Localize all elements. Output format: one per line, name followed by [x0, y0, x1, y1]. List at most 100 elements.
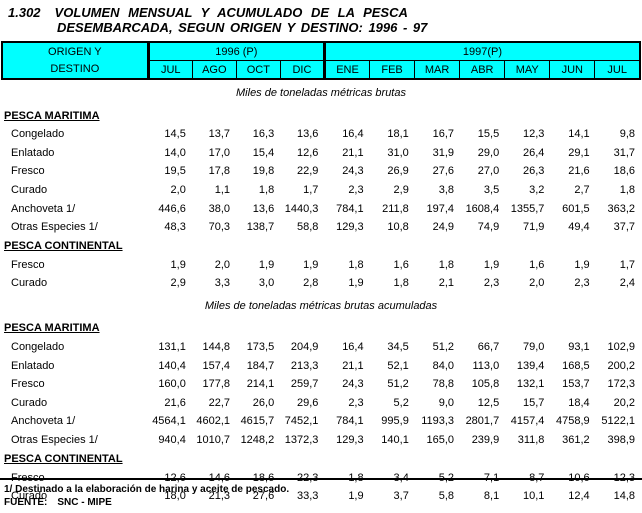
- value-cell: 2,0: [170, 184, 186, 197]
- value-cell: 3,4: [393, 471, 409, 484]
- value-cell: 84,0: [432, 359, 455, 372]
- row-label: Fresco: [11, 471, 45, 484]
- value-cell: 31,0: [387, 146, 409, 159]
- value-cell: 51,2: [387, 378, 409, 391]
- value-cell: 5,2: [393, 396, 409, 409]
- value-cell: 259,7: [290, 378, 319, 391]
- value-cell: 16,3: [252, 128, 275, 141]
- value-cell: 2,3: [574, 277, 590, 290]
- value-cell: 21,6: [568, 165, 590, 178]
- value-cell: 16,4: [342, 341, 364, 354]
- value-cell: 14,5: [164, 128, 186, 141]
- source-line: FUENTE: SNC - MIPE: [4, 496, 642, 509]
- value-cell: 71,9: [523, 221, 545, 234]
- value-cell: 113,0: [472, 359, 500, 372]
- value-cell: 144,8: [202, 341, 231, 354]
- value-cell: 74,9: [477, 221, 500, 234]
- value-cell: 102,9: [607, 341, 635, 354]
- row-label: Anchoveta 1/: [11, 202, 76, 215]
- value-cell: 172,3: [607, 378, 635, 391]
- month-header-mar-1997: MAR: [414, 60, 461, 80]
- table-row: Enlatado 14,0 17,0 15,4 12,6 21,1 31,0 31,9 29,0…: [1, 144, 641, 163]
- value-cell: 1248,2: [240, 434, 275, 447]
- value-cell: 19,8: [252, 165, 275, 178]
- value-cell: 24,3: [342, 165, 364, 178]
- value-cell: 5,8: [438, 490, 455, 503]
- value-cell: 22,3: [296, 471, 319, 484]
- value-cell: 79,0: [523, 341, 545, 354]
- value-cell: 2,9: [170, 277, 186, 290]
- value-cell: 1,7: [619, 258, 635, 271]
- value-cell: 26,9: [387, 165, 409, 178]
- value-cell: 38,0: [208, 202, 231, 215]
- value-cell: 17,8: [208, 165, 231, 178]
- value-cell: 153,7: [562, 378, 590, 391]
- month-header-jul-1996: JUL: [147, 60, 193, 80]
- value-cell: 7,1: [483, 471, 500, 484]
- value-cell: 52,1: [387, 359, 409, 372]
- value-cell: 93,1: [568, 341, 590, 354]
- value-cell: 1,6: [529, 258, 545, 271]
- value-cell: 51,2: [432, 341, 455, 354]
- value-cell: 4615,7: [240, 415, 275, 428]
- value-cell: 1,8: [348, 471, 364, 484]
- table-body: Miles de toneladas métricas brutas PESCA …: [1, 80, 641, 506]
- value-cell: 15,4: [252, 146, 275, 159]
- value-cell: 132,1: [516, 378, 545, 391]
- value-cell: 1010,7: [196, 434, 231, 447]
- value-cell: 3,0: [258, 277, 275, 290]
- value-cell: 21,3: [208, 490, 231, 503]
- value-cell: 16,4: [342, 128, 364, 141]
- section-caption-row: Miles de toneladas métricas brutas acumu…: [1, 293, 641, 319]
- value-cell: 13,6: [252, 202, 275, 215]
- group-heading: PESCA MARITIMA: [4, 322, 100, 335]
- value-cell: 1,9: [170, 258, 186, 271]
- value-cell: 3,5: [483, 184, 500, 197]
- value-cell: 49,4: [568, 221, 590, 234]
- table-row: Enlatado 140,4 157,4 184,7 213,3 21,1 52,1 84,0…: [1, 356, 641, 375]
- row-label: Curado: [11, 490, 48, 503]
- value-cell: 15,5: [477, 128, 500, 141]
- table-row: Fresco 160,0 177,8 214,1 259,7 24,3 51,2 78,8 10…: [1, 375, 641, 394]
- value-cell: 18,6: [613, 165, 635, 178]
- value-cell: 7452,1: [284, 415, 319, 428]
- row-label: Otras Especies 1/: [11, 434, 98, 447]
- value-cell: 4564,1: [152, 415, 186, 428]
- value-cell: 140,4: [158, 359, 186, 372]
- value-cell: 184,7: [246, 359, 275, 372]
- value-cell: 27,0: [477, 165, 500, 178]
- value-cell: 784,1: [336, 202, 364, 215]
- title-line-1: 1.302 VOLUMEN MENSUAL Y ACUMULADO DE LA P…: [8, 5, 642, 20]
- table-row: Congelado 14,5 13,7 16,3 13,6 16,4 18,1 16,7 15,…: [1, 125, 641, 144]
- value-cell: 131,1: [158, 341, 186, 354]
- value-cell: 12,3: [523, 128, 545, 141]
- value-cell: 37,7: [613, 221, 635, 234]
- month-header-ene-1997: ENE: [322, 60, 371, 80]
- month-header-oct-1996: OCT: [235, 60, 281, 80]
- value-cell: 129,3: [336, 221, 364, 234]
- value-cell: 1,8: [348, 258, 364, 271]
- value-cell: 20,2: [613, 396, 635, 409]
- month-header-jun-1997: JUN: [549, 60, 596, 80]
- table-row: Anchoveta 1/446,6 38,0 13,6 1440,3 784,1 211,…: [1, 199, 641, 218]
- value-cell: 18,0: [164, 490, 186, 503]
- table-row: Anchoveta 1/4564,1 4602,1 4615,7 7452,1 784,…: [1, 412, 641, 431]
- value-cell: 10,1: [523, 490, 545, 503]
- footnote: 1/ Destinado a la elaboración de harina …: [4, 484, 290, 495]
- value-cell: 27,6: [252, 490, 275, 503]
- value-cell: 14,6: [208, 471, 231, 484]
- value-cell: 1372,3: [284, 434, 319, 447]
- value-cell: 1,9: [258, 258, 275, 271]
- year-1996-header: 1996 (P): [147, 41, 325, 61]
- value-cell: 9,8: [619, 128, 635, 141]
- month-header-dic-1996: DIC: [279, 60, 325, 80]
- value-cell: 3,2: [529, 184, 545, 197]
- value-cell: 363,2: [607, 202, 635, 215]
- value-cell: 18,1: [387, 128, 409, 141]
- value-cell: 26,3: [523, 165, 545, 178]
- table-row: Otras Especies 1/48,3 70,3 138,7 58,8 129,3 1…: [1, 218, 641, 237]
- value-cell: 784,1: [336, 415, 364, 428]
- value-cell: 48,3: [164, 221, 186, 234]
- value-cell: 4602,1: [196, 415, 231, 428]
- value-cell: 29,1: [568, 146, 590, 159]
